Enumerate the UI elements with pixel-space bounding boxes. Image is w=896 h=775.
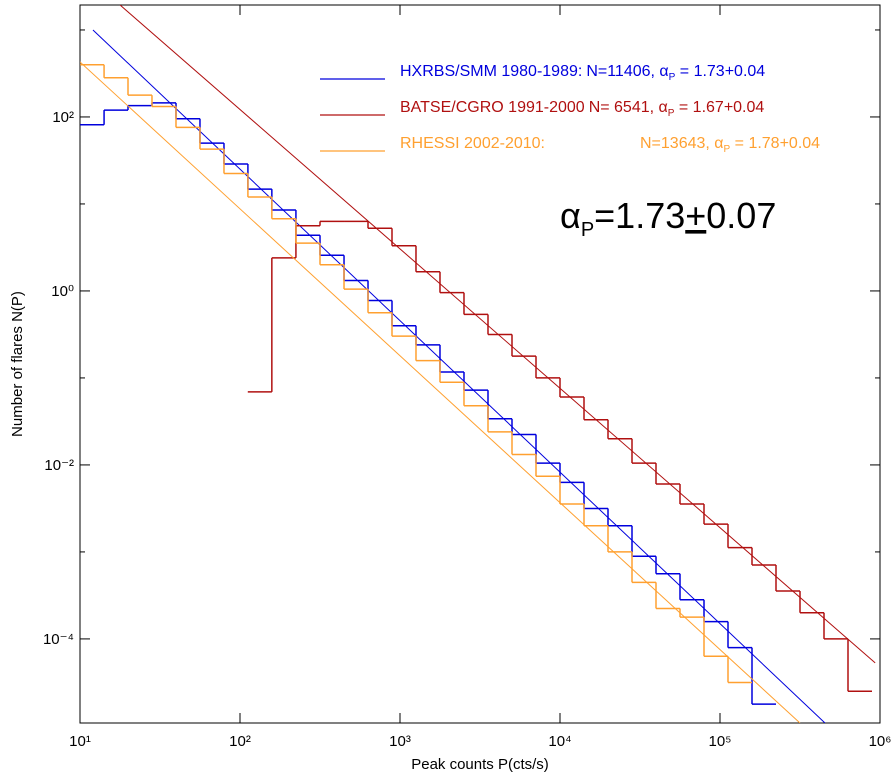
- y-tick-label: 10²: [52, 109, 74, 126]
- y-tick-label: 10⁻²: [44, 457, 74, 474]
- x-tick-label: 10¹: [69, 733, 91, 750]
- legend-label-sub: P: [669, 72, 676, 83]
- y-tick-label: 10⁰: [51, 283, 74, 300]
- legend-label-right: N= 6541, α: [589, 99, 668, 116]
- x-tick-label: 10⁵: [709, 733, 732, 750]
- legend-entry: HXRBS/SMM 1980-1989: N=11406, αP = 1.73+0…: [400, 63, 765, 83]
- legend-label-end: = 1.78+0.04: [730, 135, 820, 152]
- legend-entry: RHESSI 2002-2010: N=13643, αP = 1.78+0.04: [400, 135, 820, 155]
- legend-label-end: = 1.67+0.04: [674, 99, 764, 116]
- y-axis-title: Number of flares N(P): [9, 291, 26, 437]
- x-tick-label: 10⁶: [869, 733, 892, 750]
- y-tick-label: 10⁻⁴: [43, 631, 74, 648]
- annotation-symbol: α: [560, 195, 581, 236]
- x-axis-title: Peak counts P(cts/s): [411, 756, 549, 773]
- annotation-error: 0.07: [706, 195, 776, 236]
- fit-line: [80, 61, 801, 723]
- legend-label-right: N=13643, α: [640, 135, 724, 152]
- annotation-value: =1.73: [594, 195, 685, 236]
- legend-label-right: N=11406, α: [586, 63, 668, 80]
- legend-label-left: BATSE/CGRO 1991-2000: [400, 99, 585, 116]
- x-tick-label: 10⁴: [548, 733, 571, 750]
- annotation-sub: P: [581, 219, 594, 241]
- annotation: αP=1.73+0.07: [560, 195, 776, 241]
- legend-label-end: = 1.73+0.04: [675, 63, 765, 80]
- plot-frame: [79, 4, 881, 724]
- fit-line: [119, 5, 876, 664]
- plot-area: [80, 5, 876, 723]
- fit-line: [92, 29, 826, 723]
- legend-entry: BATSE/CGRO 1991-2000 N= 6541, αP = 1.67+0…: [400, 99, 764, 119]
- legend-label-left: HXRBS/SMM 1980-1989:: [400, 63, 582, 80]
- legend-label-left: RHESSI 2002-2010:: [400, 135, 545, 152]
- x-tick-label: 10³: [389, 733, 411, 750]
- legend-label-sub: P: [668, 108, 675, 119]
- annotation-pm: +: [685, 195, 706, 236]
- legend-label-sub: P: [724, 144, 731, 155]
- x-tick-label: 10²: [229, 733, 251, 750]
